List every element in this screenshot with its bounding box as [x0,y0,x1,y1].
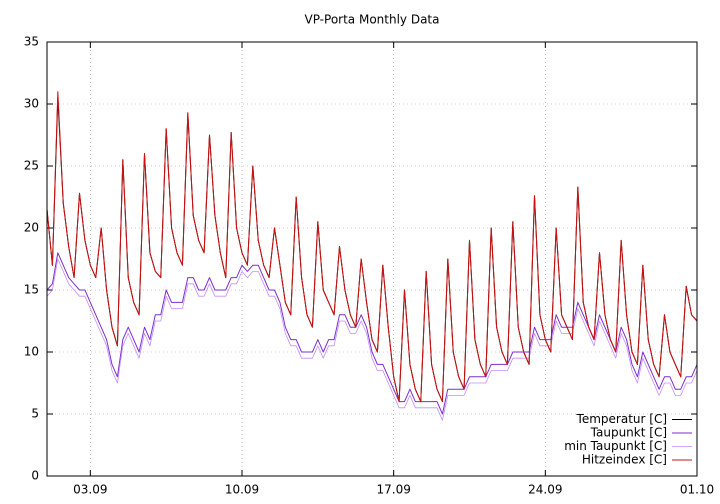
chart-title: VP-Porta Monthly Data [305,13,440,27]
plot-frame [46,41,698,477]
y-tick-label: 30 [24,97,39,111]
x-tick-label: 01.10 [680,483,714,497]
x-tick-label: 03.09 [73,483,107,497]
data-line [46,91,698,403]
data-line [46,258,698,421]
data-line [46,97,698,403]
y-tick-label: 5 [31,407,39,421]
legend-label: Taupunkt [C] [590,426,667,440]
y-tick-label: 20 [24,221,39,235]
y-tick-label: 35 [24,35,39,49]
y-tick-label: 10 [24,345,39,359]
x-tick-label: 10.09 [225,483,259,497]
legend-label: Temperatur [C] [576,412,667,426]
legend-label: Hitzeindex [C] [582,453,667,467]
y-tick-label: 15 [24,283,39,297]
legend-label: min Taupunkt [C] [564,439,667,453]
y-tick-label: 0 [31,469,39,483]
y-tick-label: 25 [24,159,39,173]
x-tick-label: 24.09 [528,483,562,497]
x-tick-label: 17.09 [376,483,410,497]
